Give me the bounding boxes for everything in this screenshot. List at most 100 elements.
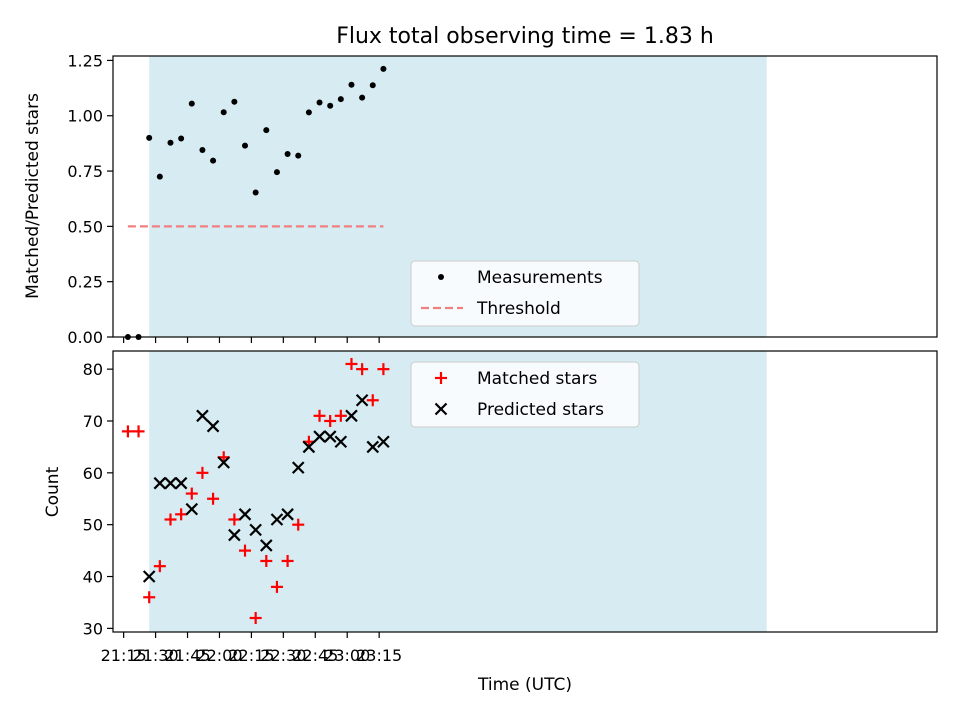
matched-star-point xyxy=(239,544,252,557)
matched-star-point xyxy=(143,591,156,604)
matched-star-point xyxy=(281,554,294,567)
bottom-axes-frame xyxy=(112,350,938,633)
matched-star-point xyxy=(175,508,188,521)
measurement-point xyxy=(316,99,323,106)
bottom-y-tick-label: 30 xyxy=(83,619,103,638)
matched-star-point xyxy=(334,409,347,422)
predicted-star-point xyxy=(206,419,220,433)
matched-star-point xyxy=(196,466,209,479)
predicted-star-point xyxy=(260,539,273,552)
predicted-star-point xyxy=(355,393,369,407)
measurement-point xyxy=(369,82,376,89)
matched-star-point xyxy=(228,513,241,526)
top-y-axis-label: Matched/Predicted stars xyxy=(23,93,43,299)
matched-star-point xyxy=(377,363,390,376)
x-tick-label: 22:00 xyxy=(196,646,242,665)
legend-label: Threshold xyxy=(476,299,561,319)
measurement-point xyxy=(348,81,355,88)
predicted-star-point xyxy=(334,435,348,449)
matched-star-point xyxy=(270,580,283,593)
matched-star-point xyxy=(292,518,305,531)
bottom-y-axis-label: Count xyxy=(43,466,63,517)
predicted-star-point xyxy=(313,430,326,443)
top-y-tick-label: 1.00 xyxy=(67,107,103,126)
bottom-y-tick-label: 50 xyxy=(83,516,103,535)
legend-box xyxy=(410,260,640,327)
matched-star-point xyxy=(356,363,369,376)
x-tick-label: 22:30 xyxy=(260,646,306,665)
matched-star-point xyxy=(260,554,273,567)
matched-star-point xyxy=(345,357,358,370)
measurement-point xyxy=(199,147,206,154)
measurement-point xyxy=(210,157,217,164)
legend-marker-x xyxy=(434,402,448,416)
matched-star-point xyxy=(185,487,198,500)
measurement-point xyxy=(295,152,302,159)
measurement-point xyxy=(146,134,153,141)
x-tick-label: 23:15 xyxy=(356,646,402,665)
chart-title: Flux total observing time = 1.83 h xyxy=(336,24,714,49)
predicted-star-point xyxy=(281,508,294,521)
predicted-star-point xyxy=(142,570,156,583)
predicted-star-point xyxy=(164,476,177,490)
matched-star-point xyxy=(121,425,134,438)
x-tick-label: 22:15 xyxy=(228,646,274,665)
measurement-point xyxy=(273,169,280,176)
measurement-point xyxy=(167,139,174,146)
predicted-star-point xyxy=(174,476,188,490)
predicted-star-point xyxy=(238,508,252,521)
predicted-star-point xyxy=(249,523,262,537)
measurement-point xyxy=(380,65,387,72)
measurement-point xyxy=(188,100,195,107)
measurement-point xyxy=(231,98,238,105)
legend-marker-dot xyxy=(438,274,444,280)
legend-label: Matched stars xyxy=(477,369,597,389)
predicted-star-point xyxy=(377,435,390,449)
measurement-point xyxy=(252,189,259,196)
legend-label: Measurements xyxy=(477,268,603,288)
top-y-tick-label: 1.25 xyxy=(67,51,103,70)
predicted-star-point xyxy=(366,440,380,454)
predicted-star-point xyxy=(323,430,337,443)
measurement-point xyxy=(305,109,312,116)
matched-star-point xyxy=(366,394,379,407)
bottom-y-tick-label: 80 xyxy=(83,360,103,379)
matched-star-point xyxy=(153,560,166,573)
measurement-point xyxy=(220,109,227,116)
x-tick-label: 21:30 xyxy=(133,646,179,665)
predicted-star-point xyxy=(228,528,241,542)
top-axes-frame xyxy=(112,55,938,338)
predicted-star-point xyxy=(270,513,284,526)
x-tick-label: 22:45 xyxy=(292,646,338,665)
matched-star-point xyxy=(207,492,220,505)
bottom-y-tick-label: 40 xyxy=(83,568,103,587)
legend-marker-plus xyxy=(435,372,447,384)
predicted-star-point xyxy=(291,461,305,474)
measurement-point xyxy=(156,173,163,180)
top-legend: Measurements Threshold xyxy=(410,260,640,327)
matched-star-point xyxy=(132,425,145,438)
predicted-star-point xyxy=(185,502,199,516)
top-y-tick-label: 0.25 xyxy=(67,273,103,292)
measurement-point xyxy=(284,151,291,158)
top-panel: Flux total observing time = 1.83 h 0.00 0… xyxy=(23,24,938,347)
matched-star-point xyxy=(313,409,326,422)
top-y-tick-label: 0.75 xyxy=(67,162,103,181)
top-y-tick-label: 0.00 xyxy=(67,328,103,347)
legend-label: Predicted stars xyxy=(477,400,604,420)
bottom-legend: Matched stars Predicted stars xyxy=(410,361,640,428)
bottom-y-tick-label: 70 xyxy=(83,412,103,431)
x-tick-label: 21:15 xyxy=(101,646,147,665)
legend-box xyxy=(410,361,640,428)
predicted-star-point xyxy=(302,440,316,454)
predicted-star-point xyxy=(153,476,167,490)
measurement-point xyxy=(337,96,344,103)
bottom-y-tick-label: 60 xyxy=(83,464,103,483)
matched-star-point xyxy=(164,513,177,526)
measurement-point xyxy=(242,142,249,149)
predicted-star-point xyxy=(345,409,358,423)
x-tick-label: 23:00 xyxy=(324,646,370,665)
measurement-point xyxy=(178,135,185,142)
matched-star-point xyxy=(249,612,262,625)
